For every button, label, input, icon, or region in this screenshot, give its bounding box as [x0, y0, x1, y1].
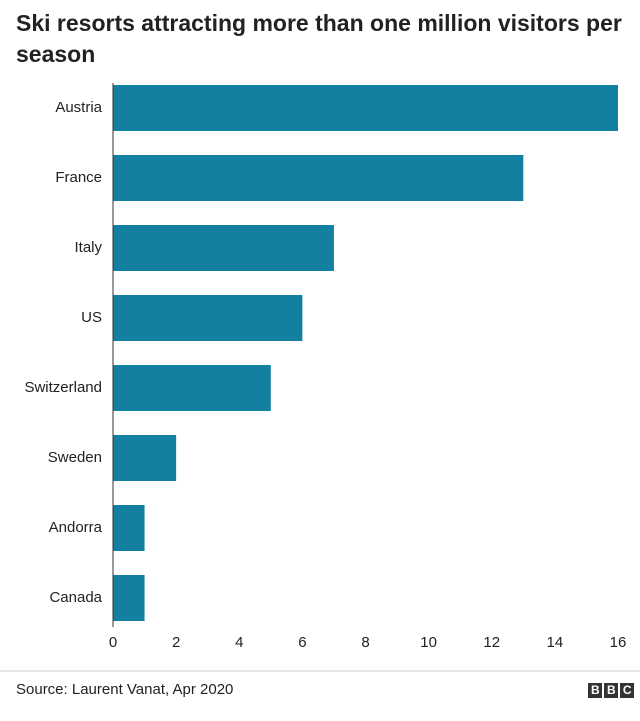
logo-box [588, 683, 602, 698]
x-tick-label: 0 [109, 634, 117, 651]
x-tick-label: 8 [361, 634, 369, 651]
x-tick-label: 6 [298, 634, 306, 651]
y-tick-label: Canada [49, 589, 102, 606]
x-tick-label: 4 [235, 634, 243, 651]
bar [113, 155, 524, 201]
x-tick-label: 16 [610, 634, 627, 651]
bar [113, 435, 177, 481]
logo: BBC [591, 683, 639, 697]
bar [113, 575, 145, 621]
logo-box [604, 683, 618, 698]
x-tick-label: 12 [483, 634, 500, 651]
y-tick-label: Austria [55, 99, 102, 116]
x-tick-label: 14 [547, 634, 564, 651]
bar [113, 295, 303, 341]
y-tick-label: Italy [74, 239, 102, 256]
chart-title: Ski resorts attracting more than one mil… [16, 10, 622, 67]
x-tick-label: 2 [172, 634, 180, 651]
bar [113, 505, 145, 551]
y-tick-label: US [81, 309, 102, 326]
x-tick-label: 10 [420, 634, 437, 651]
bar [113, 225, 334, 271]
bar [113, 365, 271, 411]
y-tick-label: Andorra [49, 519, 103, 536]
y-tick-label: Switzerland [24, 379, 102, 396]
source: Source: Laurent Vanat, Apr 2020 [16, 681, 233, 698]
bar [113, 85, 618, 131]
y-tick-label: Sweden [48, 449, 102, 466]
y-tick-label: France [55, 169, 102, 186]
logo-box [620, 683, 634, 698]
